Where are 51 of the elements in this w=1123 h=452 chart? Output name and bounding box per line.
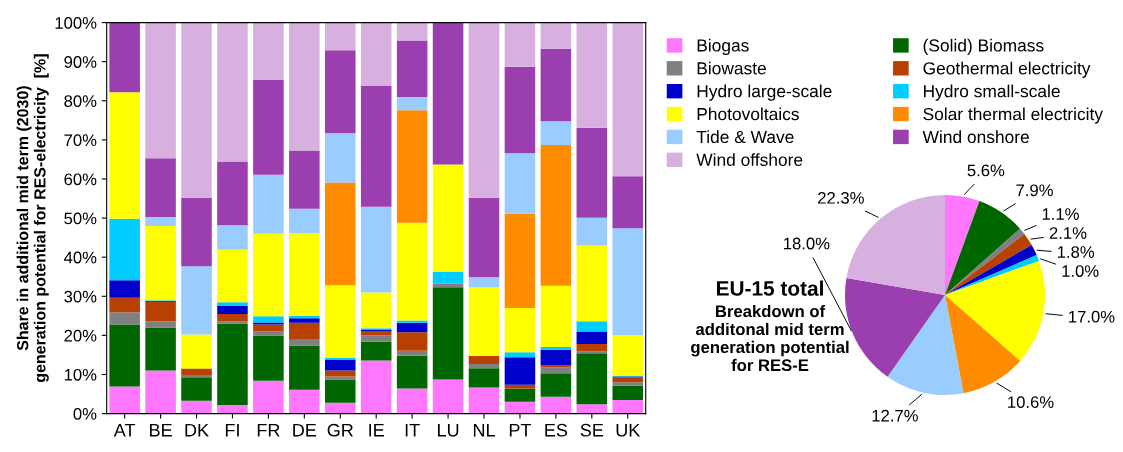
- legend-label: Hydro large-scale: [697, 84, 832, 101]
- data-label: 7.9%: [1016, 184, 1053, 197]
- x-tick-label: DK: [185, 423, 209, 437]
- x-tick-label: BE: [150, 423, 172, 437]
- x-tick-label: SE: [580, 423, 604, 437]
- legend-label: Solar thermal electricity: [923, 107, 1103, 124]
- x-tick-label: AT: [113, 423, 136, 437]
- x-tick-label: ES: [545, 423, 568, 437]
- y-tick-label: 40%: [63, 251, 97, 264]
- y-tick-label: 90%: [64, 56, 97, 68]
- legend-label: (Solid) Biomass: [923, 38, 1044, 56]
- data-label: 5.6%: [967, 164, 1005, 177]
- y-tick-label: 10%: [64, 368, 97, 381]
- y-tick-label: 30%: [64, 290, 97, 303]
- x-tick-label: FI: [225, 423, 239, 437]
- legend-label: Biogas: [697, 38, 749, 56]
- data-label: 1.1%: [1042, 208, 1079, 220]
- data-label: 2.1%: [1049, 227, 1087, 239]
- y-tick-label: 70%: [64, 134, 97, 147]
- y-tick-label: 80%: [64, 95, 97, 107]
- x-tick-label: IE: [369, 423, 384, 437]
- data-label: 1.0%: [1062, 265, 1099, 277]
- text: EU-15 total: [716, 280, 823, 296]
- y-tick-label: 50%: [64, 212, 97, 225]
- x-tick-label: NL: [473, 423, 495, 437]
- x-tick-label: IT: [405, 423, 420, 437]
- y-axis-title: Share in additional mid term (2030) generation potential for RES-electricity [%]: [16, 54, 49, 383]
- x-tick-label: DE: [293, 423, 317, 437]
- legend-label: Photovoltaics: [697, 107, 799, 121]
- text: Breakdown of additonal mid term generation potential for RES-E: [691, 304, 849, 372]
- x-tick-label: LU: [438, 423, 459, 437]
- x-tick-label: UK: [616, 423, 641, 437]
- legend-label: Tide & Wave: [696, 130, 794, 144]
- data-label: 17.0%: [1069, 310, 1115, 323]
- legend-label: Wind onshore: [922, 130, 1029, 144]
- legend-label: Geothermal electricity: [923, 61, 1091, 78]
- x-tick-label: FR: [257, 423, 280, 437]
- data-label: 12.7%: [872, 409, 918, 422]
- y-tick-label: 60%: [64, 173, 97, 186]
- data-label: 22.3%: [818, 191, 864, 204]
- x-tick-label: PT: [509, 423, 532, 437]
- legend-label: Hydro small-scale: [924, 84, 1060, 101]
- y-tick-label: 20%: [64, 329, 97, 342]
- y-tick-label: 0%: [73, 407, 97, 420]
- data-label: 1.8%: [1057, 246, 1095, 258]
- legend-label: Biowaste: [697, 61, 766, 75]
- data-label: 18.0%: [784, 237, 830, 250]
- data-label: 10.6%: [1008, 396, 1054, 409]
- x-tick-label: GR: [327, 423, 353, 437]
- legend-label: Wind offshore: [696, 153, 803, 166]
- y-tick-label: 100%: [55, 17, 97, 29]
